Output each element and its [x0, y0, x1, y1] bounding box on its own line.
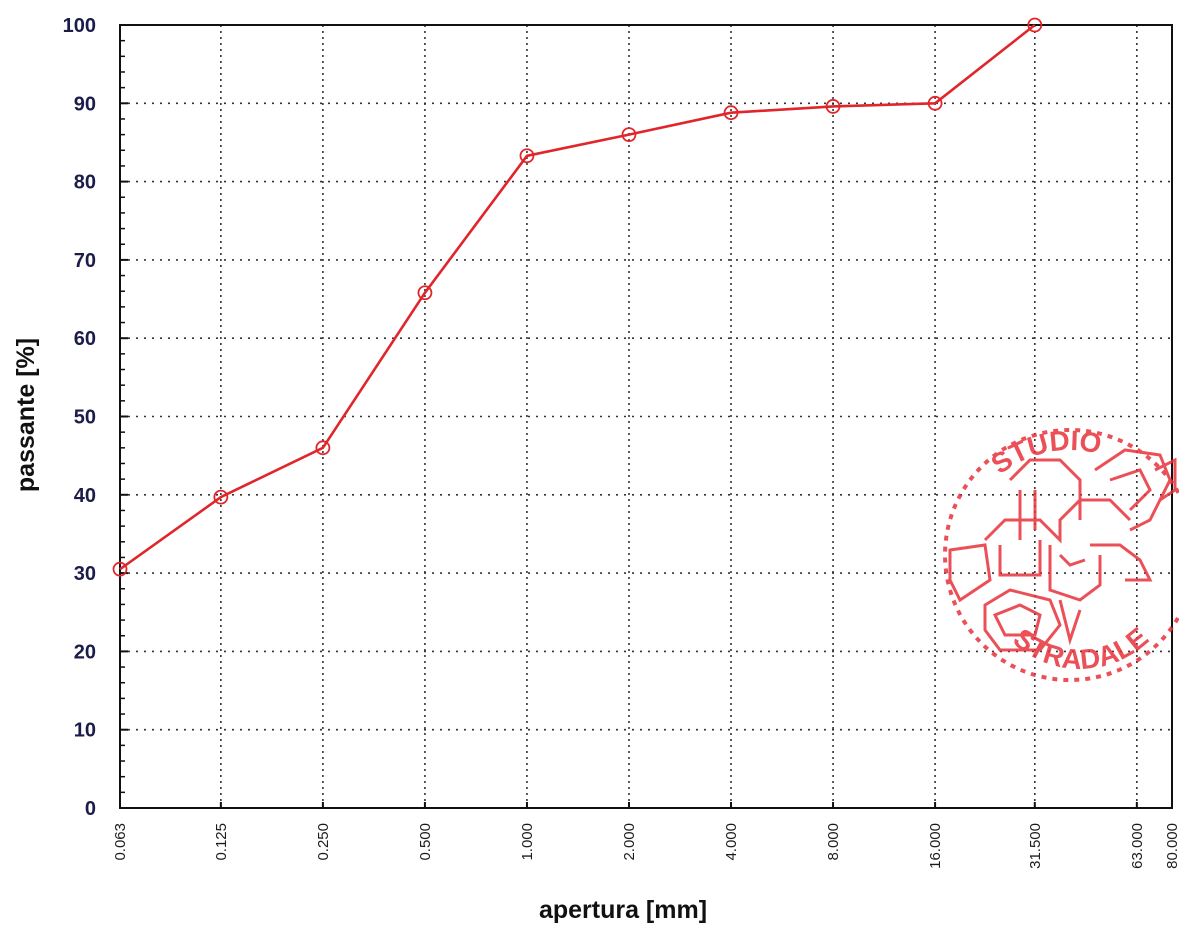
x-tick-label: 31.500	[1027, 823, 1044, 869]
y-tick-label: 90	[74, 93, 96, 115]
x-tick-label: 0.063	[112, 823, 129, 861]
x-tick-label: 4.000	[723, 823, 740, 861]
x-tick-label: 8.000	[825, 823, 842, 861]
series-line	[119, 23, 1036, 571]
data-point	[927, 95, 943, 111]
data-point	[825, 99, 841, 114]
y-tick-label: 80	[74, 172, 96, 194]
x-axis-title: apertura [mm]	[539, 896, 707, 924]
data-point	[723, 105, 739, 121]
data-point	[213, 489, 229, 505]
y-tick-label: 60	[74, 328, 96, 350]
x-tick-label: 0.500	[417, 823, 434, 861]
x-tick-labels: 0.063 0.125 0.250 0.500 1.000 2.000 4.000 8.000…	[112, 823, 1179, 869]
y-tick-label: 20	[74, 641, 96, 663]
svg-text:STUDIO: STUDIO	[985, 425, 1103, 480]
x-tick-label: 0.250	[315, 823, 332, 861]
data-point	[417, 285, 433, 301]
data-point	[519, 148, 535, 164]
y-tick-label: 10	[74, 720, 96, 742]
studio-stradale-stamp: STUDIO STRADALE	[943, 425, 1179, 682]
data-point	[315, 440, 331, 456]
y-tick-label: 70	[74, 250, 96, 272]
x-tick-label: 0.125	[213, 823, 230, 861]
data-point	[621, 127, 637, 143]
y-tick-labels: 0 10 20 30 40 50 60 70 80 90 100	[63, 15, 96, 820]
x-tick-label: 16.000	[927, 823, 944, 869]
y-tick-label: 100	[63, 15, 96, 37]
x-tick-label: 63.000	[1129, 823, 1146, 869]
y-tick-label: 30	[74, 563, 96, 585]
data-point	[112, 561, 128, 577]
axes	[119, 24, 1173, 809]
x-tick-label: 2.000	[621, 823, 638, 861]
x-tick-label: 80.000	[1164, 823, 1179, 869]
data-point	[1027, 17, 1043, 33]
stamp-bottom-text: STRADALE	[1008, 621, 1154, 675]
plot-frame	[119, 24, 1173, 809]
y-axis-title: passante [%]	[12, 338, 40, 492]
x-tick-label: 1.000	[519, 823, 536, 861]
grid	[120, 25, 1172, 808]
series-line-group	[112, 17, 1043, 577]
svg-text:STRADALE: STRADALE	[1008, 621, 1154, 675]
y-tick-label: 40	[74, 485, 96, 507]
y-tick-label: 0	[85, 798, 96, 820]
y-tick-label: 50	[74, 407, 96, 429]
stamp-top-text: STUDIO	[985, 425, 1103, 480]
